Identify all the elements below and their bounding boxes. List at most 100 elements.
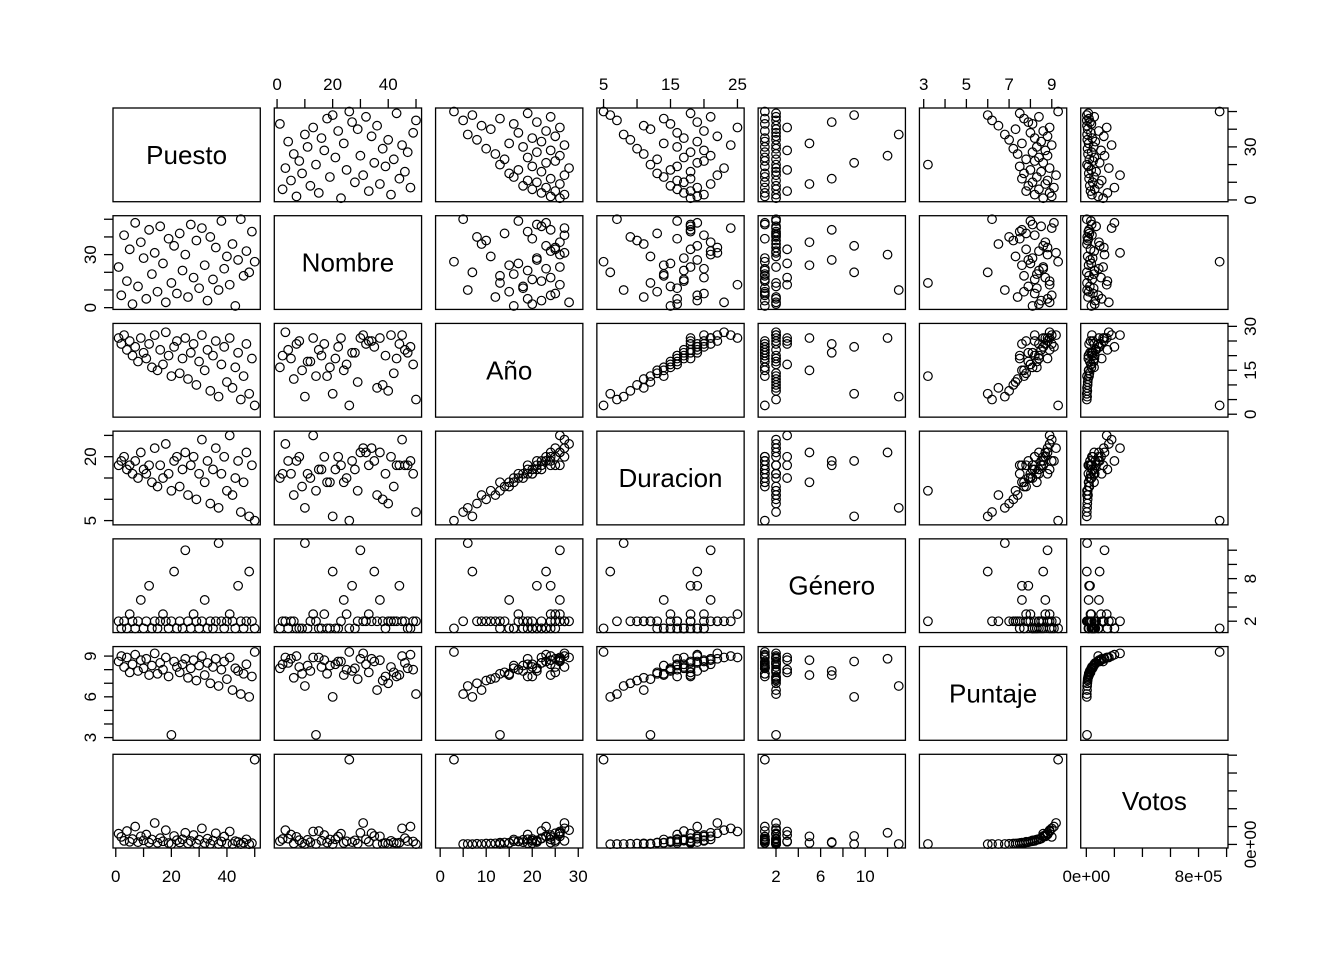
data-point (759, 256, 770, 267)
data-point (999, 839, 1010, 849)
data-point (169, 566, 179, 577)
data-point (116, 339, 127, 349)
data-point (472, 678, 482, 689)
data-point (612, 839, 622, 849)
data-point (1103, 297, 1114, 308)
data-point (1040, 609, 1051, 620)
data-point (771, 108, 781, 119)
data-point (1010, 616, 1021, 627)
data-point (490, 149, 501, 159)
data-point (678, 152, 689, 163)
data-point (1106, 223, 1117, 234)
data-point (127, 616, 138, 627)
panel-border (273, 753, 423, 849)
data-point (652, 154, 663, 165)
data-point (476, 685, 487, 695)
data-point (692, 566, 703, 577)
y-tick-label: 3 (81, 733, 100, 742)
data-point (522, 226, 533, 237)
data-point (308, 122, 319, 133)
panel-border (112, 645, 261, 741)
data-point (1109, 341, 1120, 352)
data-point (719, 327, 729, 338)
data-point (1019, 270, 1029, 281)
data-point (113, 333, 124, 343)
data-point (712, 247, 723, 258)
data-point (411, 839, 421, 849)
data-point (545, 451, 556, 462)
data-point (1021, 609, 1032, 620)
data-point (467, 839, 478, 850)
y-tick-label: 5 (81, 516, 100, 525)
data-point (1053, 623, 1064, 634)
data-point (518, 142, 528, 152)
panel-border (434, 215, 584, 311)
data-point (759, 647, 770, 657)
data-point (344, 647, 355, 657)
data-point (233, 580, 243, 591)
diagonal-panel-Año: Año (434, 322, 584, 418)
data-point (333, 656, 344, 667)
data-point (155, 657, 166, 668)
scatter-panel-Duracion-vs-Puntaje (596, 645, 745, 741)
data-point (1053, 256, 1064, 267)
data-point (771, 166, 781, 177)
data-point (322, 837, 332, 848)
data-point (347, 666, 357, 676)
data-point (274, 836, 285, 847)
data-point (485, 838, 496, 849)
data-point (1053, 754, 1064, 765)
data-point (618, 391, 629, 402)
data-point (1094, 179, 1104, 189)
data-point (322, 371, 332, 382)
data-point (1093, 623, 1104, 634)
data-point (411, 507, 421, 517)
data-point (658, 837, 669, 848)
data-point (826, 347, 837, 358)
data-point (705, 150, 716, 161)
x-tick-label: 0 (272, 75, 281, 94)
data-point (513, 616, 524, 627)
data-point (699, 835, 709, 846)
data-point (144, 460, 154, 471)
data-point (394, 580, 405, 591)
data-point (993, 616, 1004, 627)
data-point (472, 838, 482, 849)
data-point (759, 270, 770, 281)
data-point (308, 609, 319, 620)
data-point (685, 219, 696, 230)
data-point (199, 477, 210, 488)
data-point (1029, 274, 1040, 285)
data-point (1082, 678, 1093, 689)
data-point (163, 233, 174, 244)
data-point (374, 595, 385, 605)
data-point (221, 674, 232, 685)
data-point (1084, 180, 1095, 191)
data-point (725, 616, 736, 627)
data-point (349, 347, 360, 358)
data-point (508, 118, 519, 129)
data-point (678, 353, 689, 364)
data-point (283, 136, 294, 147)
data-point (1082, 490, 1092, 500)
data-point (1083, 353, 1094, 364)
data-point (1085, 347, 1095, 358)
data-point (678, 835, 689, 846)
data-point (625, 385, 636, 396)
data-point (705, 339, 716, 349)
data-point (472, 232, 482, 242)
data-point (771, 485, 781, 496)
data-point (759, 147, 770, 158)
scatter-panel-Género-vs-Año (757, 322, 907, 418)
data-point (177, 464, 188, 475)
data-point (355, 827, 366, 838)
scatter-panel-Género-vs-Nombre (757, 214, 907, 311)
data-point (545, 145, 556, 156)
data-point (685, 226, 696, 237)
panel-border (273, 645, 423, 741)
data-point (369, 456, 380, 466)
data-point (826, 460, 837, 471)
data-point (638, 149, 649, 159)
data-point (394, 339, 405, 349)
data-point (554, 179, 565, 189)
